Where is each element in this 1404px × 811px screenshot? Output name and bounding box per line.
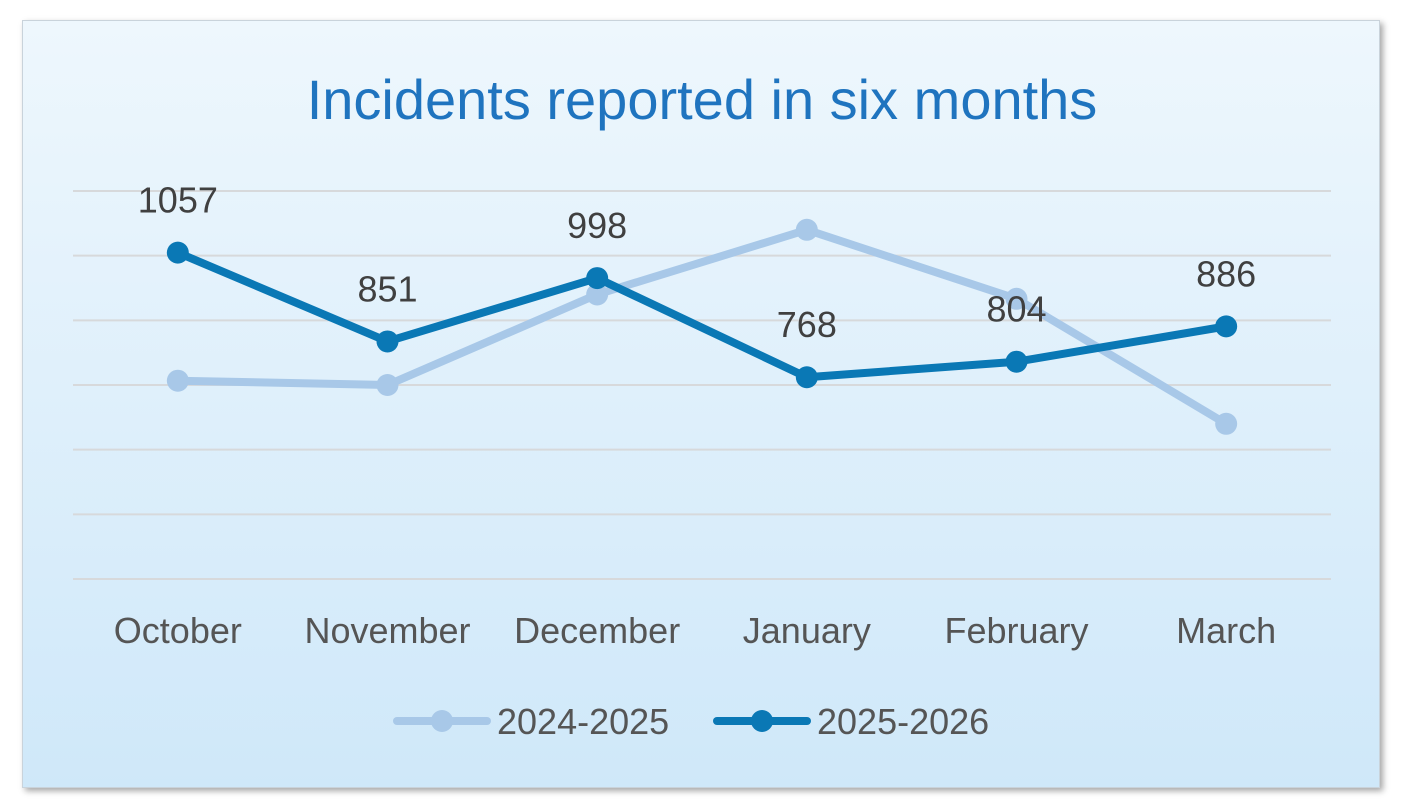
data-point [1005,350,1028,373]
x-tick-label: February [944,610,1088,651]
data-point [166,369,189,392]
legend-swatch-marker [431,710,453,732]
data-label: 998 [567,205,627,246]
chart-card: Incidents reported in six months October… [22,20,1380,788]
x-axis-ticks: October November December January February Ma… [114,610,1276,651]
data-point [376,374,399,396]
legend: 2024-2025 2025-2026 [393,701,989,742]
x-tick-label: December [514,610,680,651]
data-label: 804 [986,289,1046,330]
x-tick-label: January [743,610,871,651]
data-point [376,330,399,353]
line-chart: Incidents reported in six months October… [73,68,1331,742]
data-point [1005,287,1028,310]
x-tick-label: November [304,610,470,651]
x-tick-label: October [114,610,242,651]
legend-swatch-marker [751,710,773,732]
data-label: 886 [1196,253,1256,294]
data-labels: 1057 851 998 768 804 886 [138,180,1256,346]
data-label: 768 [777,304,837,345]
series-line [173,248,1231,382]
data-point [1215,412,1238,435]
series-group [166,218,1238,435]
data-point [795,366,818,389]
data-point [166,241,189,264]
data-point [586,283,609,306]
series-line [173,225,1231,428]
data-point [586,267,609,290]
data-label: 1057 [138,180,218,221]
data-label: 851 [357,268,417,309]
legend-label: 2024-2025 [497,701,669,742]
legend-label: 2025-2026 [817,701,989,742]
x-tick-label: March [1176,610,1276,651]
data-point [1215,315,1238,338]
chart-title: Incidents reported in six months [307,68,1098,131]
data-point [795,218,818,241]
